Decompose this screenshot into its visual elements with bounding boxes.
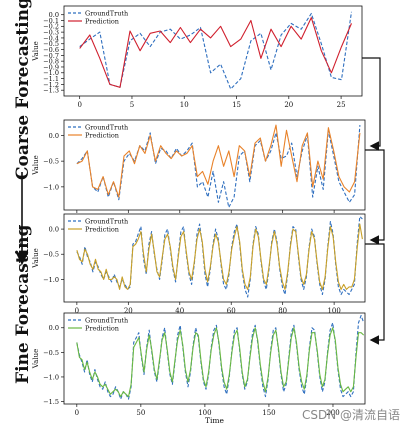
x-tick-label: 25 — [337, 101, 346, 109]
y-tick-label: −0.5 — [43, 158, 59, 166]
side-label-fine: Fine Forecasting — [13, 225, 33, 384]
y-axis-label: Value — [32, 41, 40, 61]
legend-label: Prediction — [85, 17, 119, 25]
x-tick-label: 200 — [326, 409, 339, 417]
series-line-prediction — [76, 124, 361, 198]
y-tick-label: −1.0 — [43, 69, 59, 77]
connector-arrow-2 — [365, 149, 385, 245]
series-line-prediction — [76, 327, 365, 398]
panel-2: 0.0−0.5−1.001020304050ValueGroundTruthPr… — [32, 119, 366, 223]
panel-4: 0.0 −0.5 −1.0 −1.5 0 50 100 150 200 Value Time Grou… — [32, 312, 366, 425]
x-tick-label: 60 — [227, 307, 236, 315]
y-tick-label: −0.4 — [43, 34, 59, 42]
y-axis-label: Value — [32, 155, 40, 175]
x-tick-label: 50 — [136, 409, 145, 417]
y-tick-label: −0.5 — [43, 40, 59, 48]
plot-frame — [63, 119, 366, 211]
y-tick-label: −0.5 — [43, 251, 59, 259]
legend-label: Prediction — [85, 324, 119, 332]
legend-label: Prediction — [85, 131, 119, 139]
y-tick-label: −0.3 — [43, 29, 59, 37]
y-tick-label: −1.0 — [43, 183, 59, 191]
x-tick-label: 150 — [262, 409, 275, 417]
watermark: CSDN @清流自语 — [301, 408, 400, 422]
y-tick-label: −0.2 — [43, 23, 59, 31]
series-line-groundtruth — [79, 11, 353, 90]
legend-label: GroundTruth — [85, 316, 128, 324]
x-tick-label: 0 — [75, 409, 79, 417]
y-tick-label: −1.2 — [43, 81, 59, 89]
legend-label: GroundTruth — [85, 123, 128, 131]
x-tick-label: 5 — [130, 101, 134, 109]
connector-arrow-1 — [362, 57, 381, 151]
y-tick-label: −0.1 — [43, 17, 59, 25]
legend-label: Prediction — [85, 225, 119, 233]
y-tick-label: 0.0 — [49, 225, 59, 233]
y-tick-label: −1.5 — [43, 398, 59, 406]
side-label-coarse: Coarse Forecasting — [13, 0, 33, 180]
y-tick-label: 0.0 — [49, 324, 59, 332]
connector-arrow-3 — [365, 243, 385, 345]
x-tick-label: 40 — [175, 307, 184, 315]
y-tick-label: −0.7 — [43, 52, 59, 60]
y-tick-label: 0.0 — [49, 132, 59, 140]
y-tick-label: −1.3 — [43, 87, 59, 95]
x-axis-label: Time — [205, 416, 225, 425]
y-axis-label: Value — [32, 248, 40, 268]
x-tick-label: 100 — [327, 307, 340, 315]
y-tick-label: −1.1 — [43, 75, 59, 83]
y-tick-label: −0.5 — [43, 349, 59, 357]
x-tick-label: 100 — [198, 409, 211, 417]
y-tick-label: −0.9 — [43, 63, 59, 71]
y-axis-label: Value — [32, 349, 40, 369]
y-tick-label: 0.0 — [49, 11, 59, 19]
x-tick-label: 15 — [232, 101, 241, 109]
panel-1: 0.0−0.1−0.2−0.3−0.4−0.5−0.6−0.7−0.8−0.9−… — [32, 5, 363, 109]
y-tick-label: −0.8 — [43, 58, 59, 66]
legend-label: GroundTruth — [85, 9, 128, 17]
series-line-prediction — [76, 223, 363, 290]
panels: 0.0−0.1−0.2−0.3−0.4−0.5−0.6−0.7−0.8−0.9−… — [32, 5, 366, 425]
series-line-prediction — [79, 17, 353, 88]
legend-label: GroundTruth — [85, 217, 128, 225]
y-tick-label: −1.0 — [43, 373, 59, 381]
x-tick-label: 0 — [77, 101, 81, 109]
x-tick-label: 20 — [284, 101, 293, 109]
panel-3: 0.0 −0.5 −1.0 0 20 40 60 80 100 Value GroundTruthP… — [32, 213, 366, 315]
x-tick-label: 80 — [278, 307, 287, 315]
x-tick-label: 20 — [124, 307, 133, 315]
plot-frame — [63, 213, 366, 303]
x-tick-label: 10 — [180, 101, 189, 109]
connector-arrows — [362, 57, 385, 345]
series-line-groundtruth — [76, 125, 361, 208]
y-tick-label: −0.6 — [43, 46, 59, 54]
y-tick-label: −1.0 — [43, 276, 59, 284]
x-tick-label: 0 — [75, 307, 79, 315]
